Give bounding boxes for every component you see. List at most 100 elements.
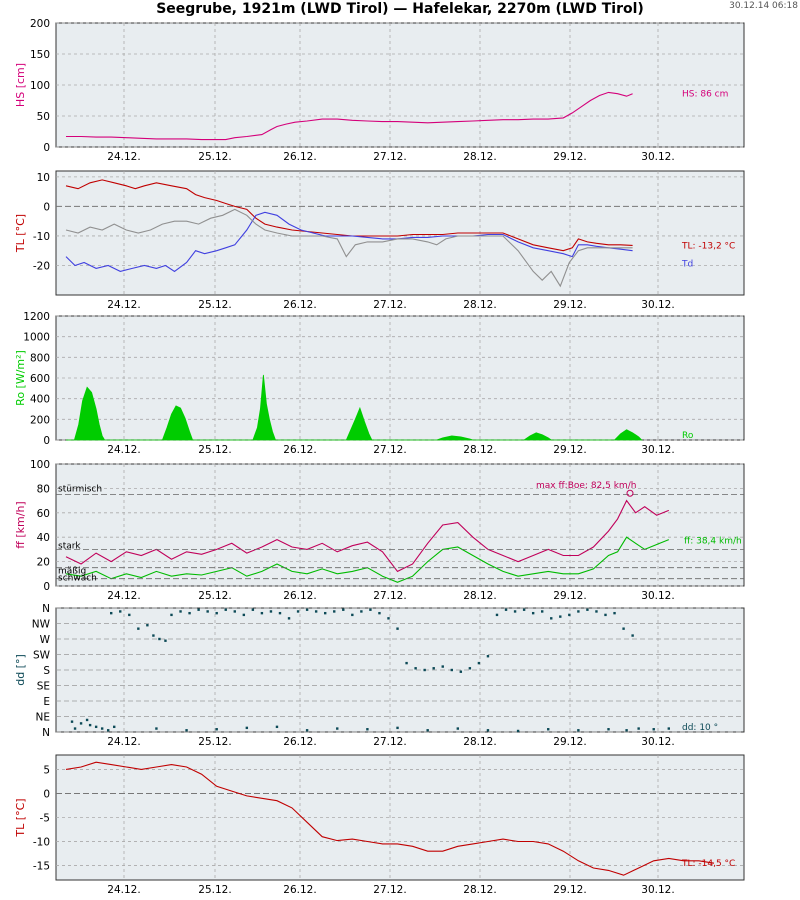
data-point	[531, 611, 535, 615]
x-tick-label: 30.12.	[641, 884, 674, 896]
y-axis-label: TL [°C]	[14, 214, 27, 253]
y-tick-label: 20	[37, 557, 50, 569]
threshold-label: stark	[58, 541, 81, 551]
y-axis-label: HS [cm]	[14, 63, 27, 107]
data-point	[333, 610, 336, 613]
data-point	[110, 611, 113, 615]
data-point	[441, 665, 444, 668]
data-point	[88, 723, 92, 727]
x-tick-label: 30.12.	[641, 590, 674, 602]
series-area	[66, 374, 643, 441]
data-point	[613, 611, 616, 615]
data-point	[305, 729, 309, 732]
x-tick-label: 28.12.	[463, 444, 496, 456]
y-tick-label: 1200	[23, 311, 50, 323]
x-tick-label: 25.12.	[198, 151, 231, 163]
data-point	[137, 627, 140, 630]
data-point	[233, 610, 236, 613]
data-point	[586, 608, 589, 611]
y-tick-label: 80	[37, 483, 50, 495]
x-tick-label: 27.12.	[373, 151, 406, 163]
data-point	[495, 613, 499, 617]
data-point	[450, 668, 453, 672]
data-point	[260, 611, 264, 615]
plot-area-4	[55, 463, 745, 587]
y-tick-label: NE	[36, 712, 51, 724]
threshold-label: stürmisch	[58, 485, 102, 495]
x-tick-label: 25.12.	[198, 736, 231, 748]
data-point	[85, 718, 89, 722]
data-point	[577, 729, 580, 732]
y-tick-label: W	[40, 634, 51, 646]
y-axis-label: dd [°]	[14, 654, 27, 686]
data-point	[607, 728, 610, 731]
series-line	[65, 499, 670, 573]
data-point	[224, 608, 227, 611]
x-tick-label: 24.12.	[107, 299, 140, 311]
x-tick-label: 30.12.	[641, 299, 674, 311]
data-point	[296, 610, 300, 613]
series-line	[65, 208, 633, 288]
x-tick-label: 26.12.	[283, 884, 316, 896]
y-axis-label: ff [km/h]	[14, 501, 27, 548]
data-point	[278, 611, 282, 615]
data-point	[516, 729, 520, 733]
data-point	[426, 729, 429, 732]
series-line	[65, 761, 715, 876]
data-point	[245, 726, 249, 730]
data-point	[432, 667, 435, 670]
data-point	[185, 729, 188, 732]
data-point	[414, 667, 417, 670]
data-point	[360, 610, 363, 613]
x-tick-label: 25.12.	[198, 884, 231, 896]
data-point	[468, 667, 472, 670]
data-point	[119, 610, 122, 613]
data-point	[577, 610, 580, 613]
series-label: TL: -13,2 °C	[681, 241, 735, 251]
data-point	[486, 729, 490, 732]
x-tick-label: 29.12.	[553, 736, 586, 748]
y-tick-label: 800	[30, 352, 50, 364]
x-tick-label: 26.12.	[283, 444, 316, 456]
y-tick-label: N	[42, 727, 50, 739]
data-point	[146, 624, 149, 627]
x-tick-label: 29.12.	[553, 299, 586, 311]
data-point	[604, 613, 607, 617]
data-point	[113, 725, 116, 729]
series-label: HS: 86 cm	[682, 90, 728, 100]
threshold-label: mäßig	[58, 567, 86, 577]
x-tick-label: 26.12.	[283, 299, 316, 311]
y-tick-label: 100	[30, 80, 50, 92]
data-point	[667, 727, 670, 730]
x-tick-label: 30.12.	[641, 736, 674, 748]
x-tick-label: 27.12.	[373, 444, 406, 456]
data-point	[396, 627, 399, 630]
data-point	[378, 611, 381, 615]
data-point	[269, 610, 273, 613]
timestamp: 30.12.14 06:18	[729, 1, 798, 11]
x-tick-label: 30.12.	[641, 444, 674, 456]
y-tick-label: SW	[33, 650, 51, 662]
data-point	[336, 727, 339, 730]
x-tick-label: 26.12.	[283, 151, 316, 163]
x-tick-label: 29.12.	[553, 884, 586, 896]
data-point	[215, 728, 218, 731]
data-point	[477, 661, 481, 665]
data-point	[456, 727, 460, 730]
data-point	[324, 611, 327, 615]
x-tick-label: 24.12.	[107, 151, 140, 163]
x-tick-label: 24.12.	[107, 736, 140, 748]
y-tick-label: 40	[37, 532, 50, 544]
x-tick-label: 29.12.	[553, 590, 586, 602]
data-point	[79, 722, 83, 725]
plot-area-2	[55, 170, 745, 296]
series-label: dd: 10 °	[682, 723, 718, 733]
data-point	[423, 668, 426, 672]
y-tick-label: 600	[30, 373, 50, 385]
y-tick-label: 10	[37, 172, 50, 184]
x-tick-label: 25.12.	[198, 299, 231, 311]
x-tick-label: 26.12.	[283, 590, 316, 602]
x-tick-label: 28.12.	[463, 884, 496, 896]
series-line	[65, 536, 670, 583]
